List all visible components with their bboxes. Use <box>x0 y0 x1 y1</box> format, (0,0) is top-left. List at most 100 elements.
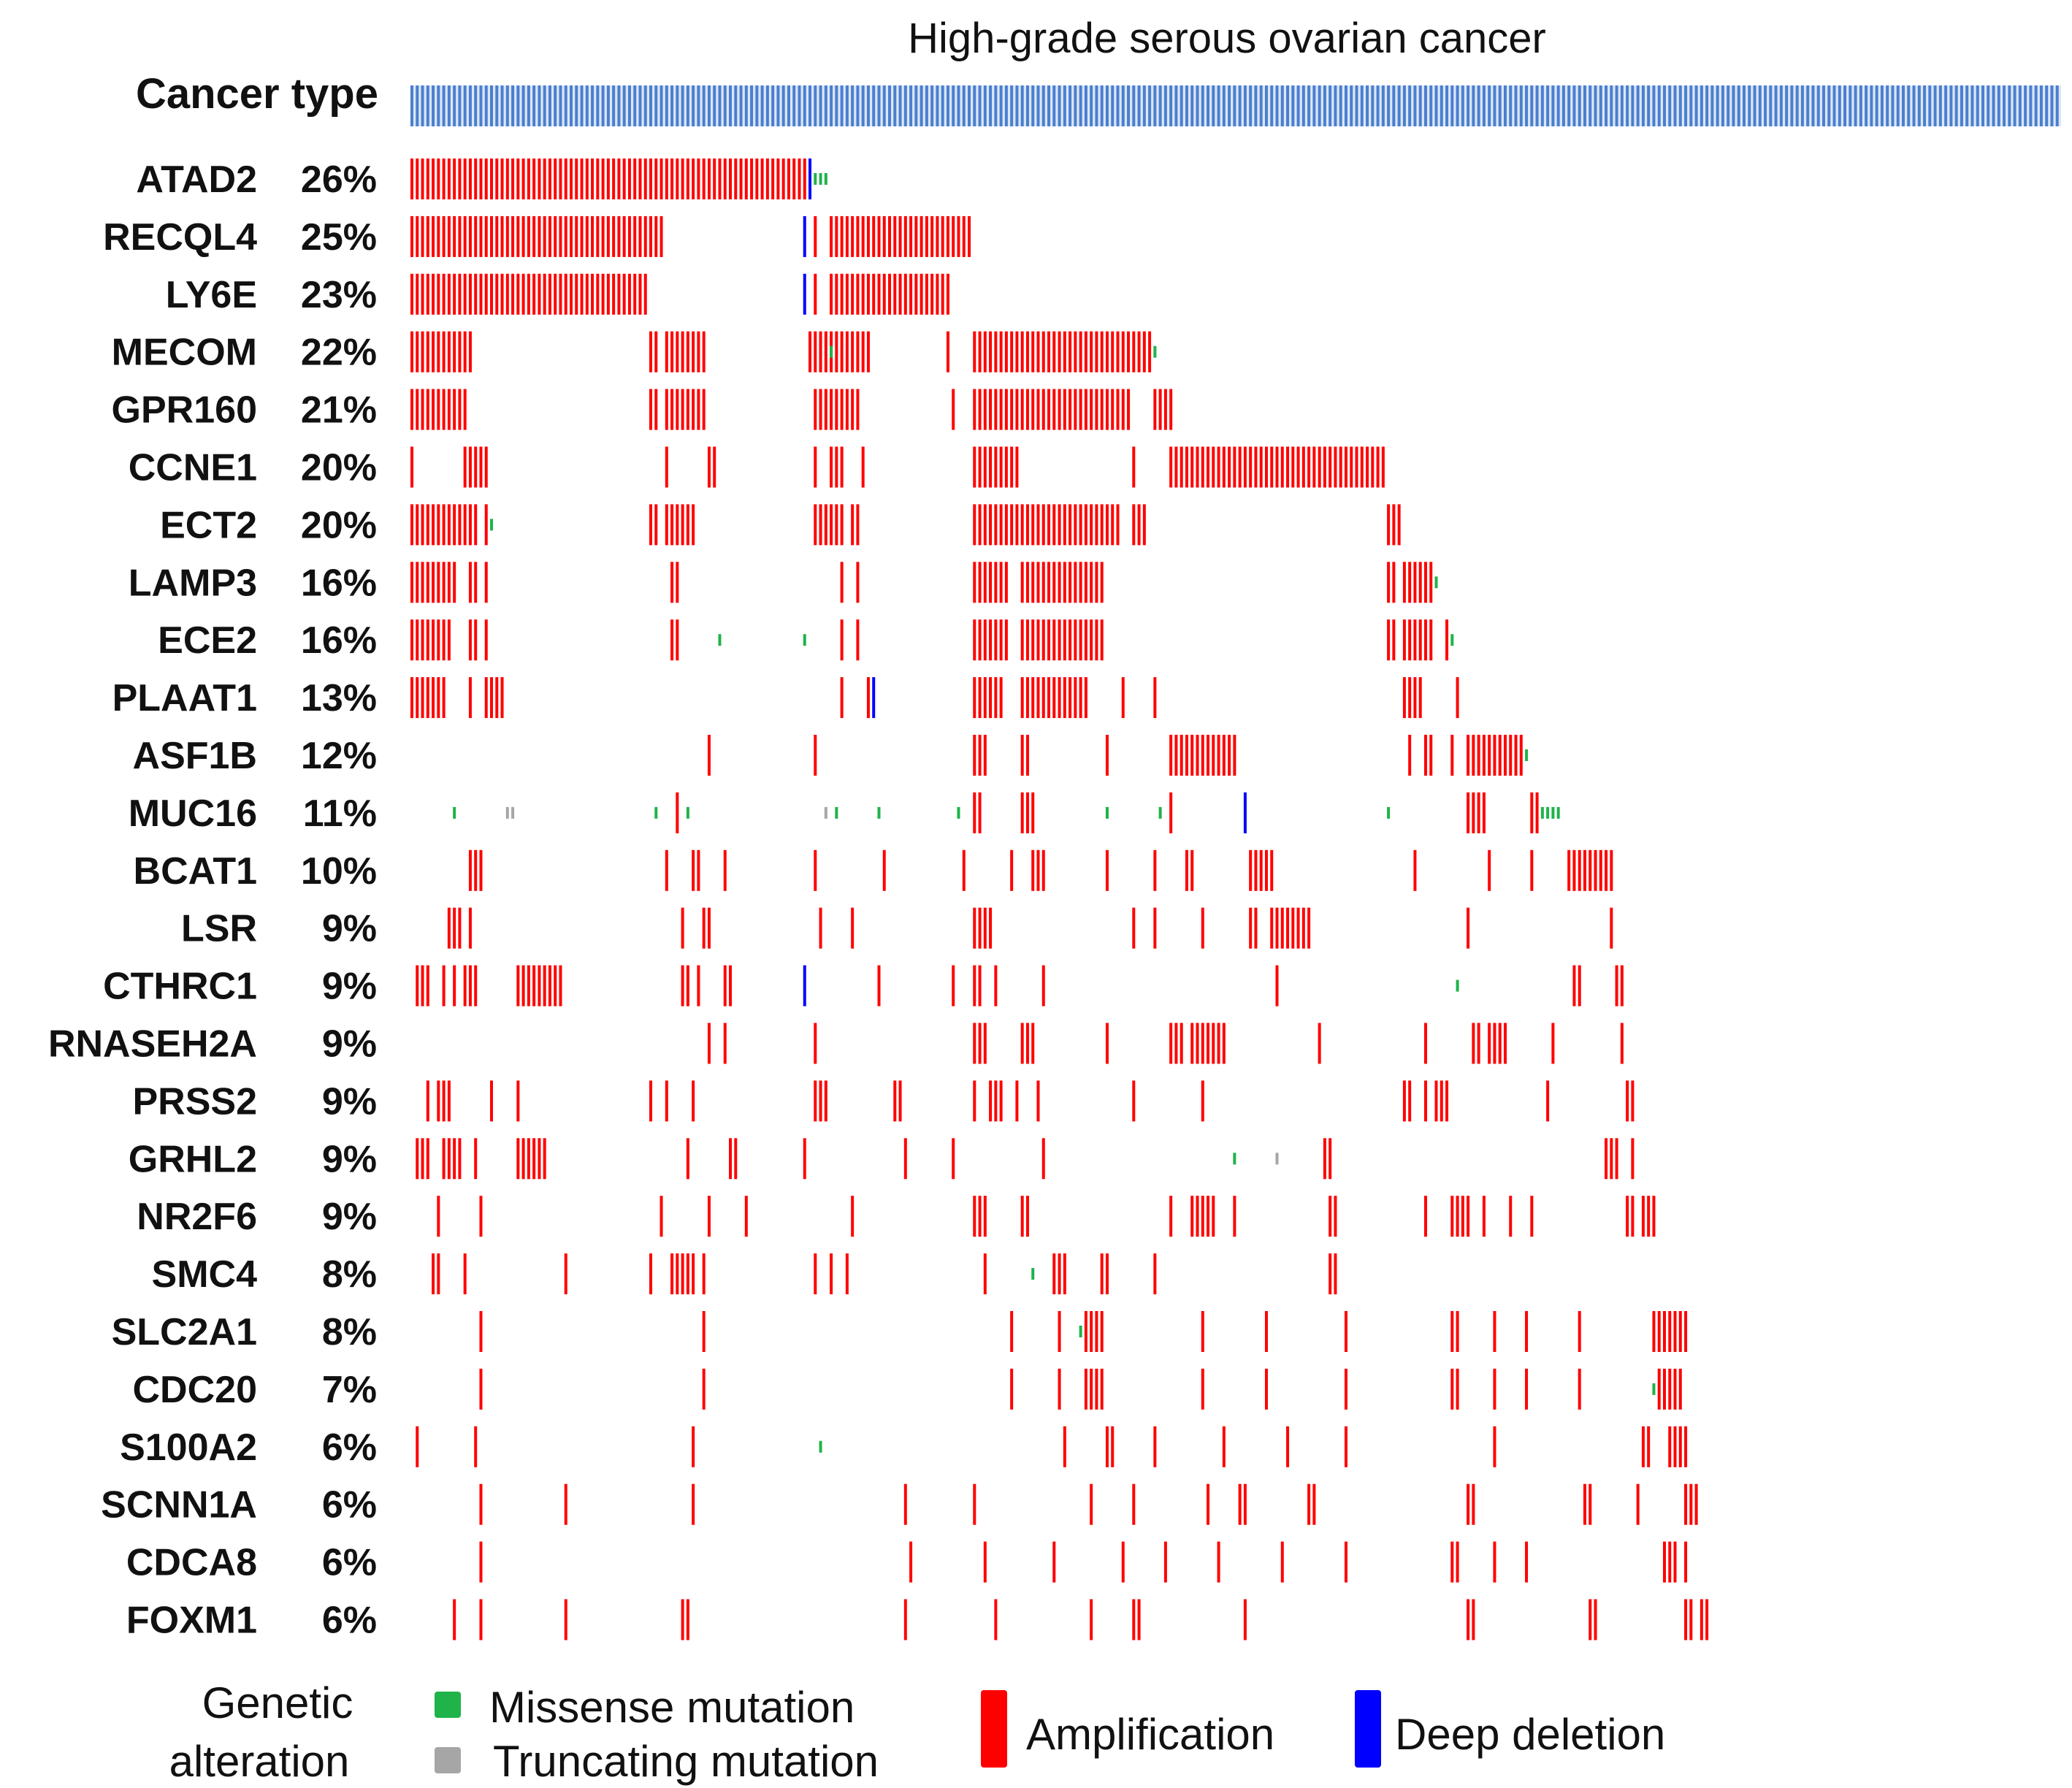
gene-percent: 8% <box>322 1253 377 1296</box>
amplification-mark <box>994 619 998 661</box>
cancer-type-cell <box>416 85 419 126</box>
amplification-mark <box>1010 389 1014 430</box>
amplification-mark <box>1031 849 1035 891</box>
amplification-mark <box>1010 504 1014 546</box>
amplification-mark <box>1031 792 1035 833</box>
amplification-mark <box>468 849 472 891</box>
amplification-mark <box>1047 619 1051 661</box>
amplification-mark <box>575 273 578 315</box>
amplification-mark <box>505 158 509 199</box>
amplification-mark <box>665 389 668 430</box>
amplification-mark <box>468 619 472 661</box>
amplification-mark <box>432 158 435 199</box>
amplification-mark <box>814 215 817 257</box>
amplification-mark <box>1222 735 1226 776</box>
amplification-mark <box>1148 331 1152 372</box>
amplification-mark <box>978 389 982 430</box>
cancer-type-cell <box>532 85 536 126</box>
amplification-mark <box>1015 389 1019 430</box>
cancer-type-cell <box>1620 85 1624 126</box>
cancer-type-cell <box>946 85 949 126</box>
gene-percent: 6% <box>322 1600 377 1642</box>
amplification-mark <box>1010 1311 1014 1352</box>
gene-row <box>410 677 1459 719</box>
amplification-mark <box>1041 965 1045 1006</box>
missense-mark <box>1551 806 1555 819</box>
amplification-mark <box>1344 1311 1347 1352</box>
cancer-type-cell <box>1636 85 1640 126</box>
amplification-mark <box>707 1023 711 1064</box>
amplification-mark <box>1084 619 1087 661</box>
amplification-mark <box>1334 446 1337 488</box>
amplification-mark <box>856 331 860 372</box>
amplification-mark <box>1036 1080 1040 1122</box>
amplification-mark <box>1058 331 1061 372</box>
amplification-mark <box>649 331 653 372</box>
amplification-mark <box>1132 331 1136 372</box>
amplification-mark <box>442 965 446 1006</box>
amplification-mark <box>521 215 525 257</box>
amplification-mark <box>484 446 488 488</box>
amplification-mark <box>1153 1253 1157 1295</box>
amplification-mark <box>1450 735 1454 776</box>
amplification-mark <box>1376 446 1380 488</box>
amplification-mark <box>538 965 541 1006</box>
cancer-type-cell <box>983 85 987 126</box>
amplification-mark <box>1132 1599 1136 1640</box>
cancer-type-cell <box>1212 85 1215 126</box>
amplification-mark <box>840 446 844 488</box>
gene-labels: ATAD2 26% RECQL4 25% LY6E 23% MECOM 22% GPR160 21… <box>48 158 377 1642</box>
missense-mark <box>819 173 822 185</box>
amplification-mark <box>1222 1426 1226 1467</box>
amplification-mark <box>1578 1368 1581 1410</box>
cancer-type-cell <box>649 85 653 126</box>
amplification-mark <box>946 215 949 257</box>
amplification-mark <box>851 504 855 546</box>
amplification-mark <box>1132 907 1136 949</box>
gene-row <box>468 849 1613 891</box>
amplification-mark <box>845 273 849 315</box>
amplification-mark <box>426 562 429 603</box>
amplification-mark <box>702 1253 706 1295</box>
amplification-mark <box>1169 389 1173 430</box>
missense-mark <box>830 345 833 358</box>
cancer-type-cell <box>692 85 695 126</box>
truncating-mark <box>505 806 509 819</box>
amplification-mark <box>1047 389 1051 430</box>
amplification-mark <box>941 273 944 315</box>
gene-percent: 12% <box>301 735 377 777</box>
amplification-mark <box>474 619 478 661</box>
amplification-mark <box>1004 389 1008 430</box>
amplification-mark <box>1689 1483 1693 1525</box>
amplification-mark <box>1196 1196 1199 1237</box>
amplification-mark <box>559 215 562 257</box>
cancer-type-cell <box>760 85 764 126</box>
amplification-mark <box>468 965 472 1006</box>
amplification-mark <box>723 1023 727 1064</box>
amplification-mark <box>421 619 424 661</box>
amplification-mark <box>1090 1599 1093 1640</box>
amplification-mark <box>1657 1368 1661 1410</box>
amplification-mark <box>755 158 759 199</box>
amplification-mark <box>1408 735 1412 776</box>
amplification-mark <box>1488 735 1491 776</box>
amplification-mark <box>676 389 679 430</box>
amplification-mark <box>1615 965 1618 1006</box>
amplification-mark <box>421 158 424 199</box>
amplification-mark <box>835 389 838 430</box>
amplification-mark <box>1180 735 1183 776</box>
amplification-mark <box>692 1426 695 1467</box>
gene-row <box>410 619 1454 661</box>
amplification-mark <box>681 1253 684 1295</box>
amplification-mark <box>447 158 451 199</box>
cancer-type-cell <box>856 85 860 126</box>
amplification-mark <box>835 331 838 372</box>
cancer-type-cell <box>814 85 817 126</box>
amplification-mark <box>622 215 626 257</box>
amplification-mark <box>962 849 966 891</box>
amplification-mark <box>1174 446 1178 488</box>
amplification-mark <box>760 158 764 199</box>
amplification-mark <box>1387 504 1391 546</box>
amplification-mark <box>1429 562 1433 603</box>
amplification-mark <box>1626 1196 1629 1237</box>
